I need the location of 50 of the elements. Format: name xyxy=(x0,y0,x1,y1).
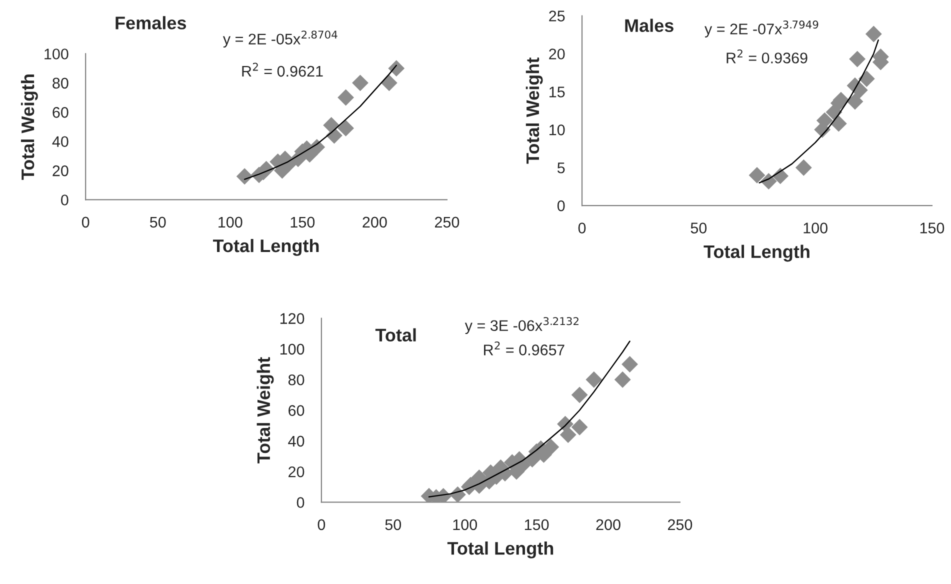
y-tick-label: 80 xyxy=(52,78,68,89)
x-tick-label: 50 xyxy=(690,222,707,234)
y-tick-label: 40 xyxy=(52,136,68,148)
annotation: R$^{2}$ = 0.9657 xyxy=(484,341,564,356)
y-tick-label: 15 xyxy=(550,86,565,98)
y-tick-label: 80 xyxy=(288,374,304,386)
x-tick-label: 200 xyxy=(596,519,620,530)
x-tick-label: 0 xyxy=(318,519,326,530)
y-tick-label: 120 xyxy=(280,313,304,324)
x-tick-label: 100 xyxy=(453,519,477,530)
y-tick-label: 20 xyxy=(288,466,304,478)
y-tick-label: 20 xyxy=(52,165,68,176)
text: y = 2E -05x$^{2.8704}$ xyxy=(222,30,338,48)
chart-title: Females xyxy=(116,16,186,30)
x-tick-label: 150 xyxy=(920,222,944,234)
y-tick-label: 0 xyxy=(557,200,565,212)
x-tick-label: 150 xyxy=(290,216,315,228)
y-axis-title: Total Weight xyxy=(256,357,274,464)
y-tick-label: 60 xyxy=(52,106,68,118)
y-axis-title: Total Weigth xyxy=(20,74,38,180)
x-tick-label: 0 xyxy=(82,216,90,228)
x-tick-label: 50 xyxy=(150,216,166,228)
annotation: R$^{2}$ = 0.9369 xyxy=(726,49,808,64)
x-tick-label: 100 xyxy=(218,216,242,228)
x-tick-label: 200 xyxy=(362,216,387,228)
annotation: y = 3E -06x$^{3.2132}$ xyxy=(464,317,578,334)
x-axis-title: Total Length xyxy=(704,244,810,262)
x-tick-label: 0 xyxy=(578,222,586,234)
x-axis-title: Total Length xyxy=(212,238,319,256)
y-axis-title: Total Weight xyxy=(526,58,543,164)
x-tick-label: 100 xyxy=(804,222,828,234)
y-tick-label: 0 xyxy=(296,497,304,508)
x-axis-title: Total Length xyxy=(447,541,554,558)
y-tick-label: 5 xyxy=(557,162,565,174)
x-tick-label: 250 xyxy=(668,519,692,530)
y-tick-label: 20 xyxy=(549,48,565,60)
y-tick-label: 100 xyxy=(280,344,304,355)
annotation: R$^{2}$ = 0.9621 xyxy=(242,62,323,77)
y-tick-label: 0 xyxy=(61,194,68,206)
chart-title: Males xyxy=(625,18,674,32)
y-tick-label: 25 xyxy=(549,10,565,22)
x-tick-label: 150 xyxy=(524,519,549,530)
x-tick-label: 50 xyxy=(385,519,402,530)
y-tick-label: 60 xyxy=(288,405,304,416)
y-tick-label: 40 xyxy=(288,436,304,447)
y-tick-label: 100 xyxy=(44,48,68,60)
x-tick-label: 250 xyxy=(434,216,460,228)
y-tick-label: 10 xyxy=(550,124,565,136)
annotation: y = 2E -07x$^{3.7949}$ xyxy=(704,20,818,38)
chart-title: Total xyxy=(375,328,416,342)
